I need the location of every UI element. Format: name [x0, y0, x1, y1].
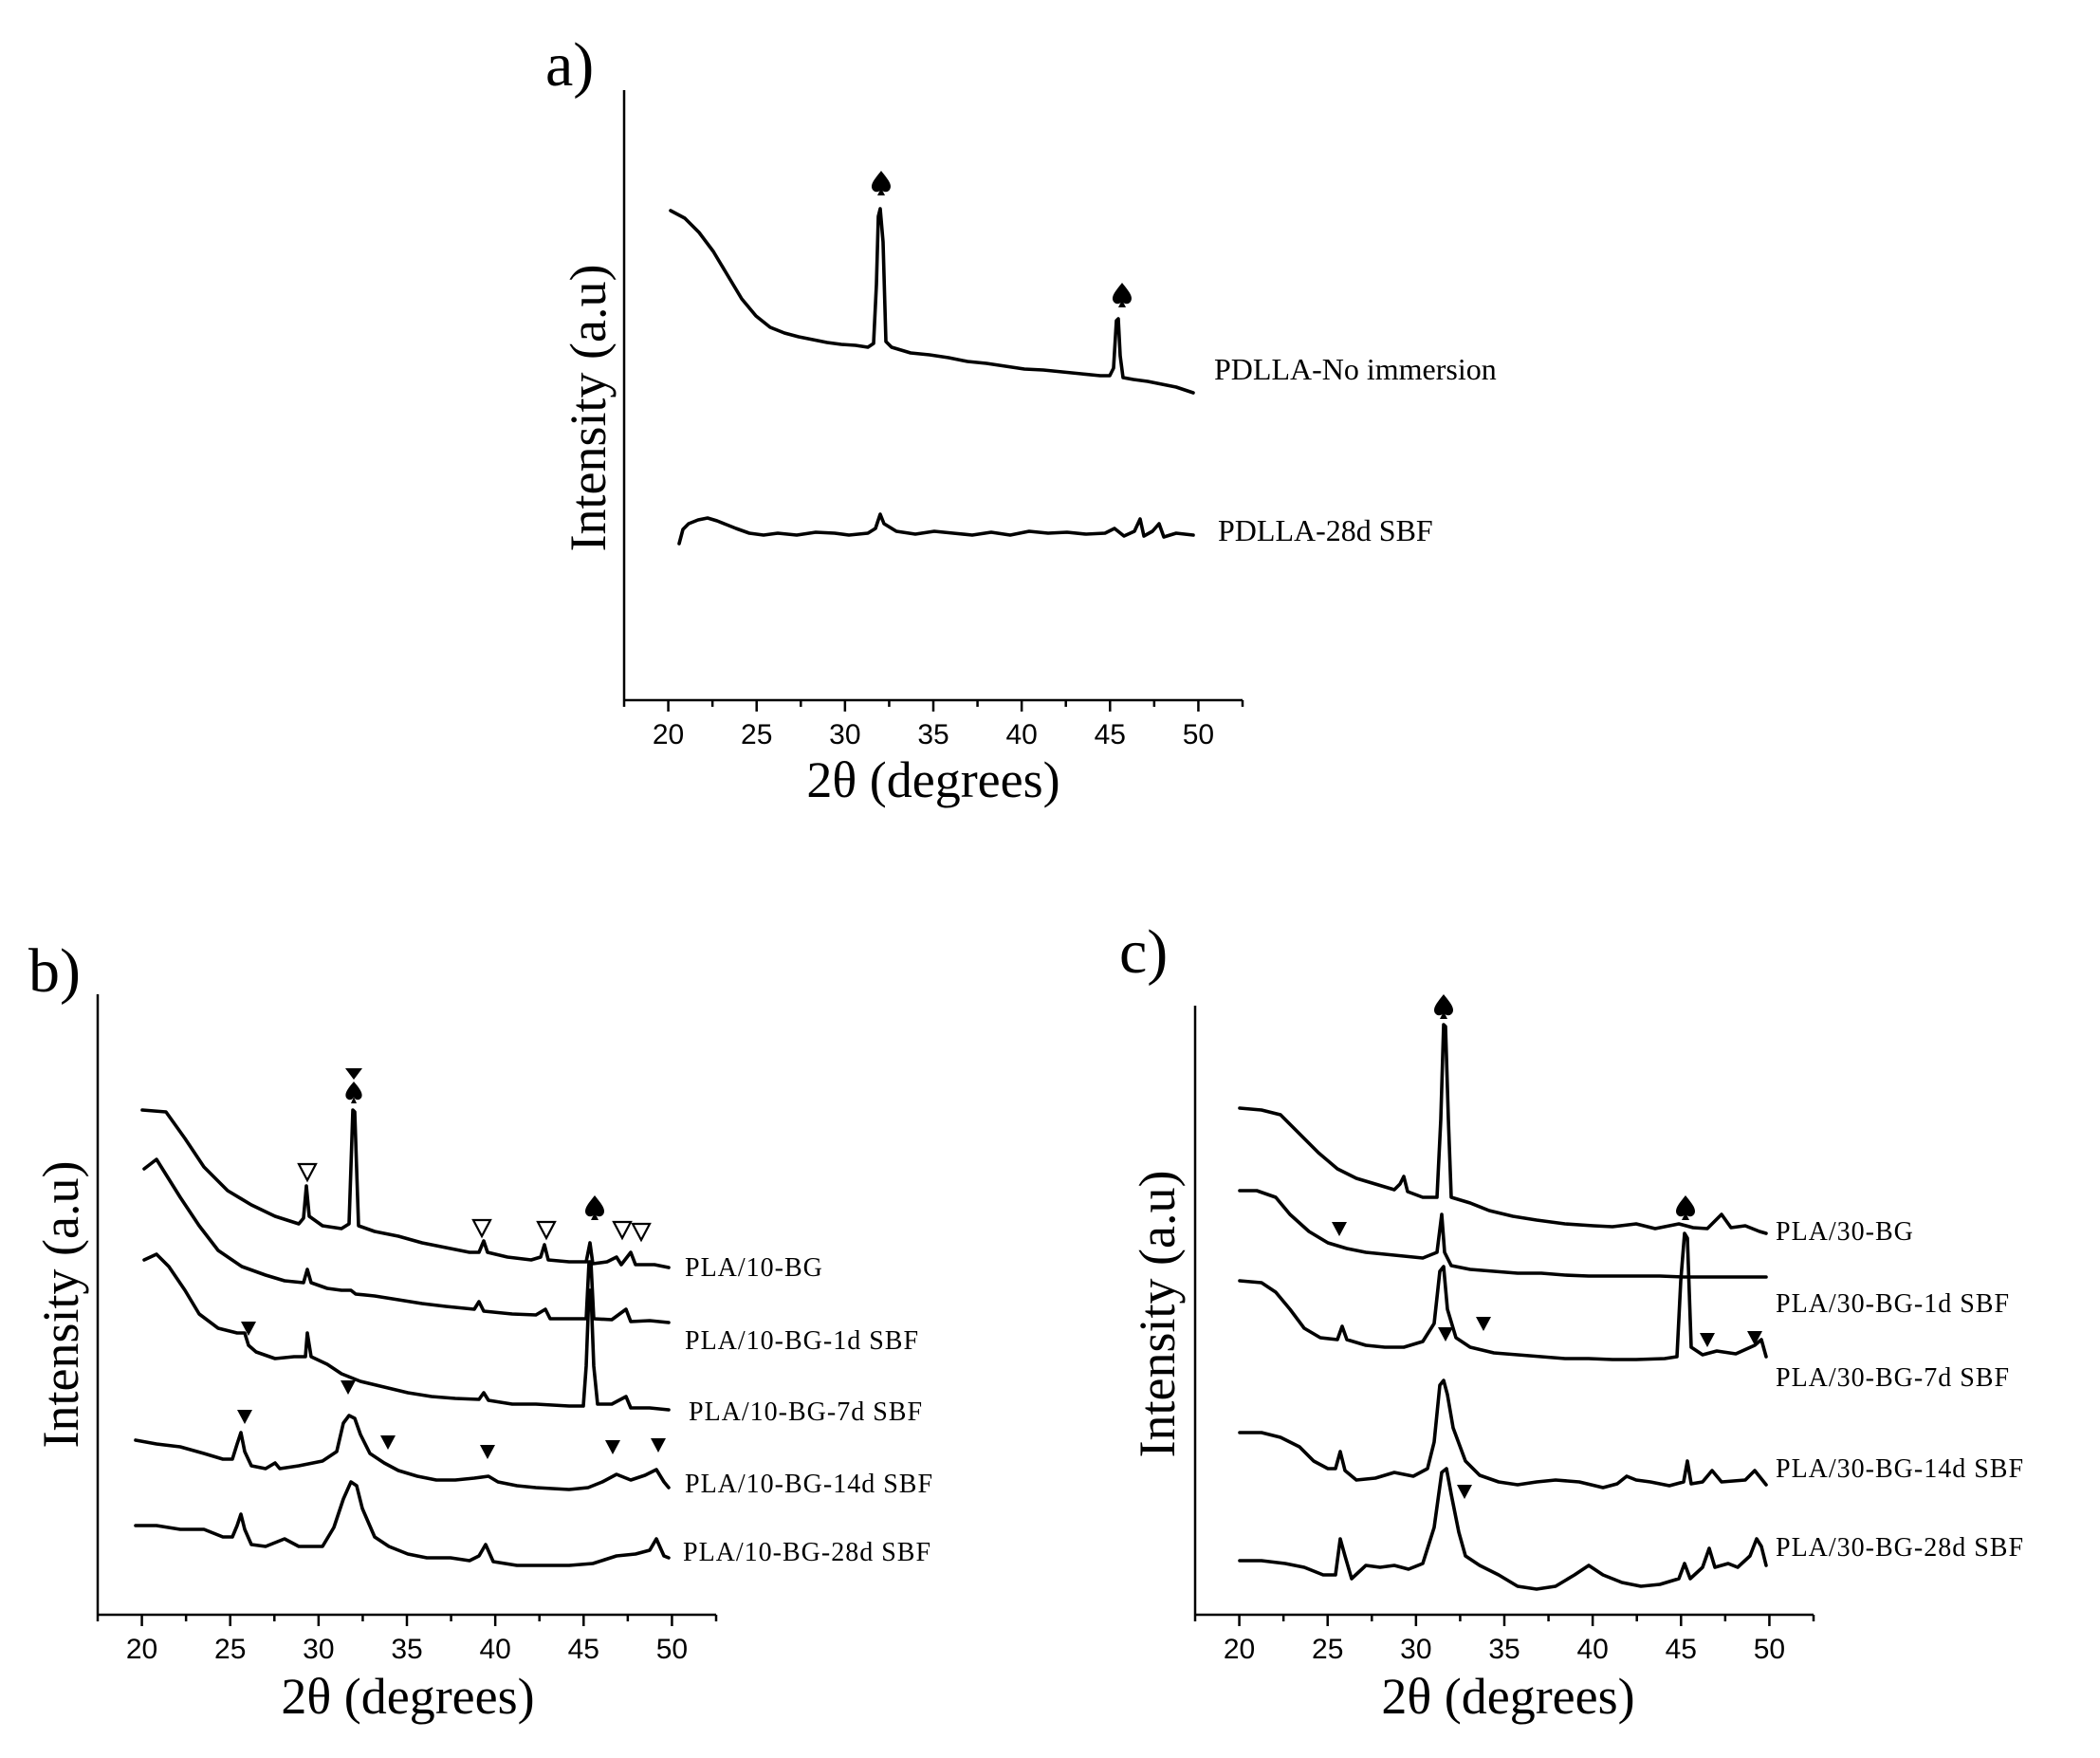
series-label-pla10-bg-14d: PLA/10-BG-14d SBF — [685, 1470, 933, 1499]
x-tick-label: 25 — [214, 1634, 246, 1665]
x-tick-label: 30 — [829, 719, 860, 750]
peak-marker-open-triangle — [536, 1220, 557, 1241]
peak-marker-filled-triangle — [341, 1380, 356, 1395]
peak-marker-filled-triangle — [1476, 1317, 1491, 1331]
peak-marker-filled-triangle — [1700, 1333, 1715, 1347]
series-pla30-bg-7d-line — [1238, 1231, 1768, 1361]
peak-marker-spade — [1113, 283, 1132, 307]
peak-marker-filled-triangle — [1332, 1222, 1347, 1236]
panel-a-letter: a) — [545, 30, 594, 100]
x-tick-label: 45 — [1666, 1634, 1697, 1665]
series-pla30-bg-28d-line — [1238, 1467, 1768, 1591]
panel-b-y-title: Intensity (a.u) — [32, 1161, 89, 1449]
peak-marker-filled-triangle — [1457, 1485, 1472, 1499]
x-tick-label: 20 — [126, 1634, 157, 1665]
series-pla10-bg-1d-line — [142, 1157, 671, 1324]
peak-marker-spade — [872, 171, 891, 195]
x-tick-label: 40 — [1576, 1634, 1608, 1665]
peak-marker-open-triangle — [631, 1222, 652, 1243]
series-label-pla10-bg: PLA/10-BG — [685, 1253, 823, 1283]
peak-marker-filled-triangle — [651, 1438, 666, 1453]
panel-a-ticks: 20 25 30 35 40 45 50 — [622, 700, 1244, 750]
panel-a: a) 20 25 30 35 40 45 50 2θ (degrees) Intensity… — [545, 30, 1497, 808]
x-tick-label: 40 — [1005, 719, 1037, 750]
peak-marker-filled-triangle — [237, 1410, 252, 1424]
peak-marker-filled-triangle — [241, 1322, 256, 1336]
peak-marker-open-triangle — [297, 1162, 318, 1183]
panel-b: b) 20 25 30 35 40 45 50 2θ (degrees) Intensity… — [28, 936, 933, 1725]
x-tick-label: 50 — [656, 1634, 688, 1665]
peak-marker-hourglass — [345, 1068, 362, 1103]
series-label-pla10-bg-28d: PLA/10-BG-28d SBF — [683, 1538, 931, 1567]
series-pla30-bg-1d-line — [1238, 1189, 1768, 1279]
peak-marker-open-triangle — [471, 1218, 492, 1239]
x-tick-label: 35 — [1488, 1634, 1520, 1665]
series-label-pla30-bg-14d: PLA/30-BG-14d SBF — [1776, 1454, 2024, 1484]
series-pla10-bg-7d-line — [142, 1252, 671, 1412]
peak-marker-spade — [1434, 994, 1453, 1019]
panel-a-x-title: 2θ (degrees) — [806, 751, 1059, 808]
x-tick-label: 30 — [1400, 1634, 1431, 1665]
x-tick-label: 20 — [653, 719, 684, 750]
x-tick-label: 40 — [479, 1634, 510, 1665]
peak-marker-spade — [585, 1195, 604, 1220]
x-tick-label: 45 — [568, 1634, 599, 1665]
panel-c-letter: c) — [1119, 917, 1168, 987]
panel-a-y-title: Intensity (a.u) — [560, 265, 617, 552]
x-tick-label: 35 — [391, 1634, 422, 1665]
series-pla10-bg-14d-line — [134, 1414, 671, 1491]
series-label-pdlla-no-immersion: PDLLA-No immersion — [1214, 352, 1497, 386]
x-tick-label: 35 — [917, 719, 949, 750]
series-label-pdlla-28d-sbf: PDLLA-28d SBF — [1218, 513, 1433, 547]
panel-c: c) 20 25 30 35 40 45 50 2θ (degrees) Intensity… — [1119, 917, 2024, 1725]
series-pla30-bg-line — [1238, 1023, 1768, 1235]
x-tick-label: 25 — [741, 719, 772, 750]
panel-c-ticks: 20 25 30 35 40 45 50 — [1193, 1615, 1815, 1665]
series-pla10-bg-line — [140, 1108, 671, 1269]
peak-marker-filled-triangle — [1747, 1331, 1762, 1345]
series-pla30-bg-14d-line — [1238, 1379, 1768, 1490]
peak-marker-open-triangle — [612, 1220, 633, 1241]
peak-marker-filled-triangle — [380, 1435, 396, 1450]
series-label-pla30-bg-1d: PLA/30-BG-1d SBF — [1776, 1289, 2010, 1319]
series-label-pla30-bg-7d: PLA/30-BG-7d SBF — [1776, 1363, 2010, 1393]
series-label-pla10-bg-7d: PLA/10-BG-7d SBF — [689, 1397, 923, 1427]
series-pla10-bg-28d-line — [134, 1480, 671, 1567]
series-pdlla-no-immersion-line — [669, 207, 1195, 395]
panel-b-x-title: 2θ (degrees) — [281, 1668, 534, 1725]
x-tick-label: 30 — [303, 1634, 334, 1665]
x-tick-label: 45 — [1095, 719, 1126, 750]
series-pdlla-28d-sbf-line — [677, 512, 1195, 546]
series-label-pla30-bg: PLA/30-BG — [1776, 1217, 1914, 1247]
x-tick-label: 50 — [1183, 719, 1214, 750]
x-tick-label: 50 — [1754, 1634, 1785, 1665]
peak-marker-filled-triangle — [605, 1440, 620, 1454]
peak-marker-filled-triangle — [480, 1445, 495, 1459]
series-label-pla10-bg-1d: PLA/10-BG-1d SBF — [685, 1326, 919, 1356]
panel-c-y-title: Intensity (a.u) — [1129, 1171, 1186, 1458]
x-tick-label: 25 — [1312, 1634, 1343, 1665]
peak-marker-filled-triangle — [1438, 1327, 1453, 1342]
panel-c-x-title: 2θ (degrees) — [1381, 1668, 1634, 1725]
peak-marker-spade — [1676, 1195, 1695, 1220]
x-tick-label: 20 — [1224, 1634, 1255, 1665]
panel-b-letter: b) — [28, 936, 81, 1006]
panel-b-ticks: 20 25 30 35 40 45 50 — [96, 1615, 718, 1665]
series-label-pla30-bg-28d: PLA/30-BG-28d SBF — [1776, 1533, 2024, 1563]
